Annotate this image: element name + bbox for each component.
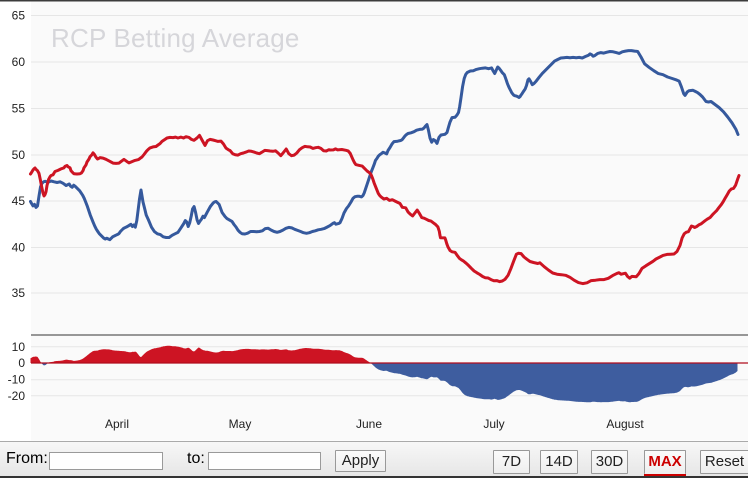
svg-text:-10: -10 — [8, 373, 26, 387]
svg-text:June: June — [356, 417, 382, 431]
svg-text:35: 35 — [12, 286, 26, 300]
svg-text:May: May — [229, 417, 252, 431]
svg-text:10: 10 — [12, 340, 26, 354]
svg-text:April: April — [105, 417, 129, 431]
svg-text:July: July — [483, 417, 504, 431]
svg-text:45: 45 — [12, 194, 26, 208]
svg-text:50: 50 — [12, 148, 26, 162]
svg-text:65: 65 — [12, 9, 26, 23]
svg-text:40: 40 — [12, 241, 26, 255]
svg-text:August: August — [606, 417, 644, 431]
svg-text:60: 60 — [12, 55, 26, 69]
svg-text:-20: -20 — [8, 389, 26, 403]
svg-text:RCP Betting Average: RCP Betting Average — [51, 23, 300, 53]
svg-text:55: 55 — [12, 102, 26, 116]
svg-text:0: 0 — [18, 356, 25, 370]
